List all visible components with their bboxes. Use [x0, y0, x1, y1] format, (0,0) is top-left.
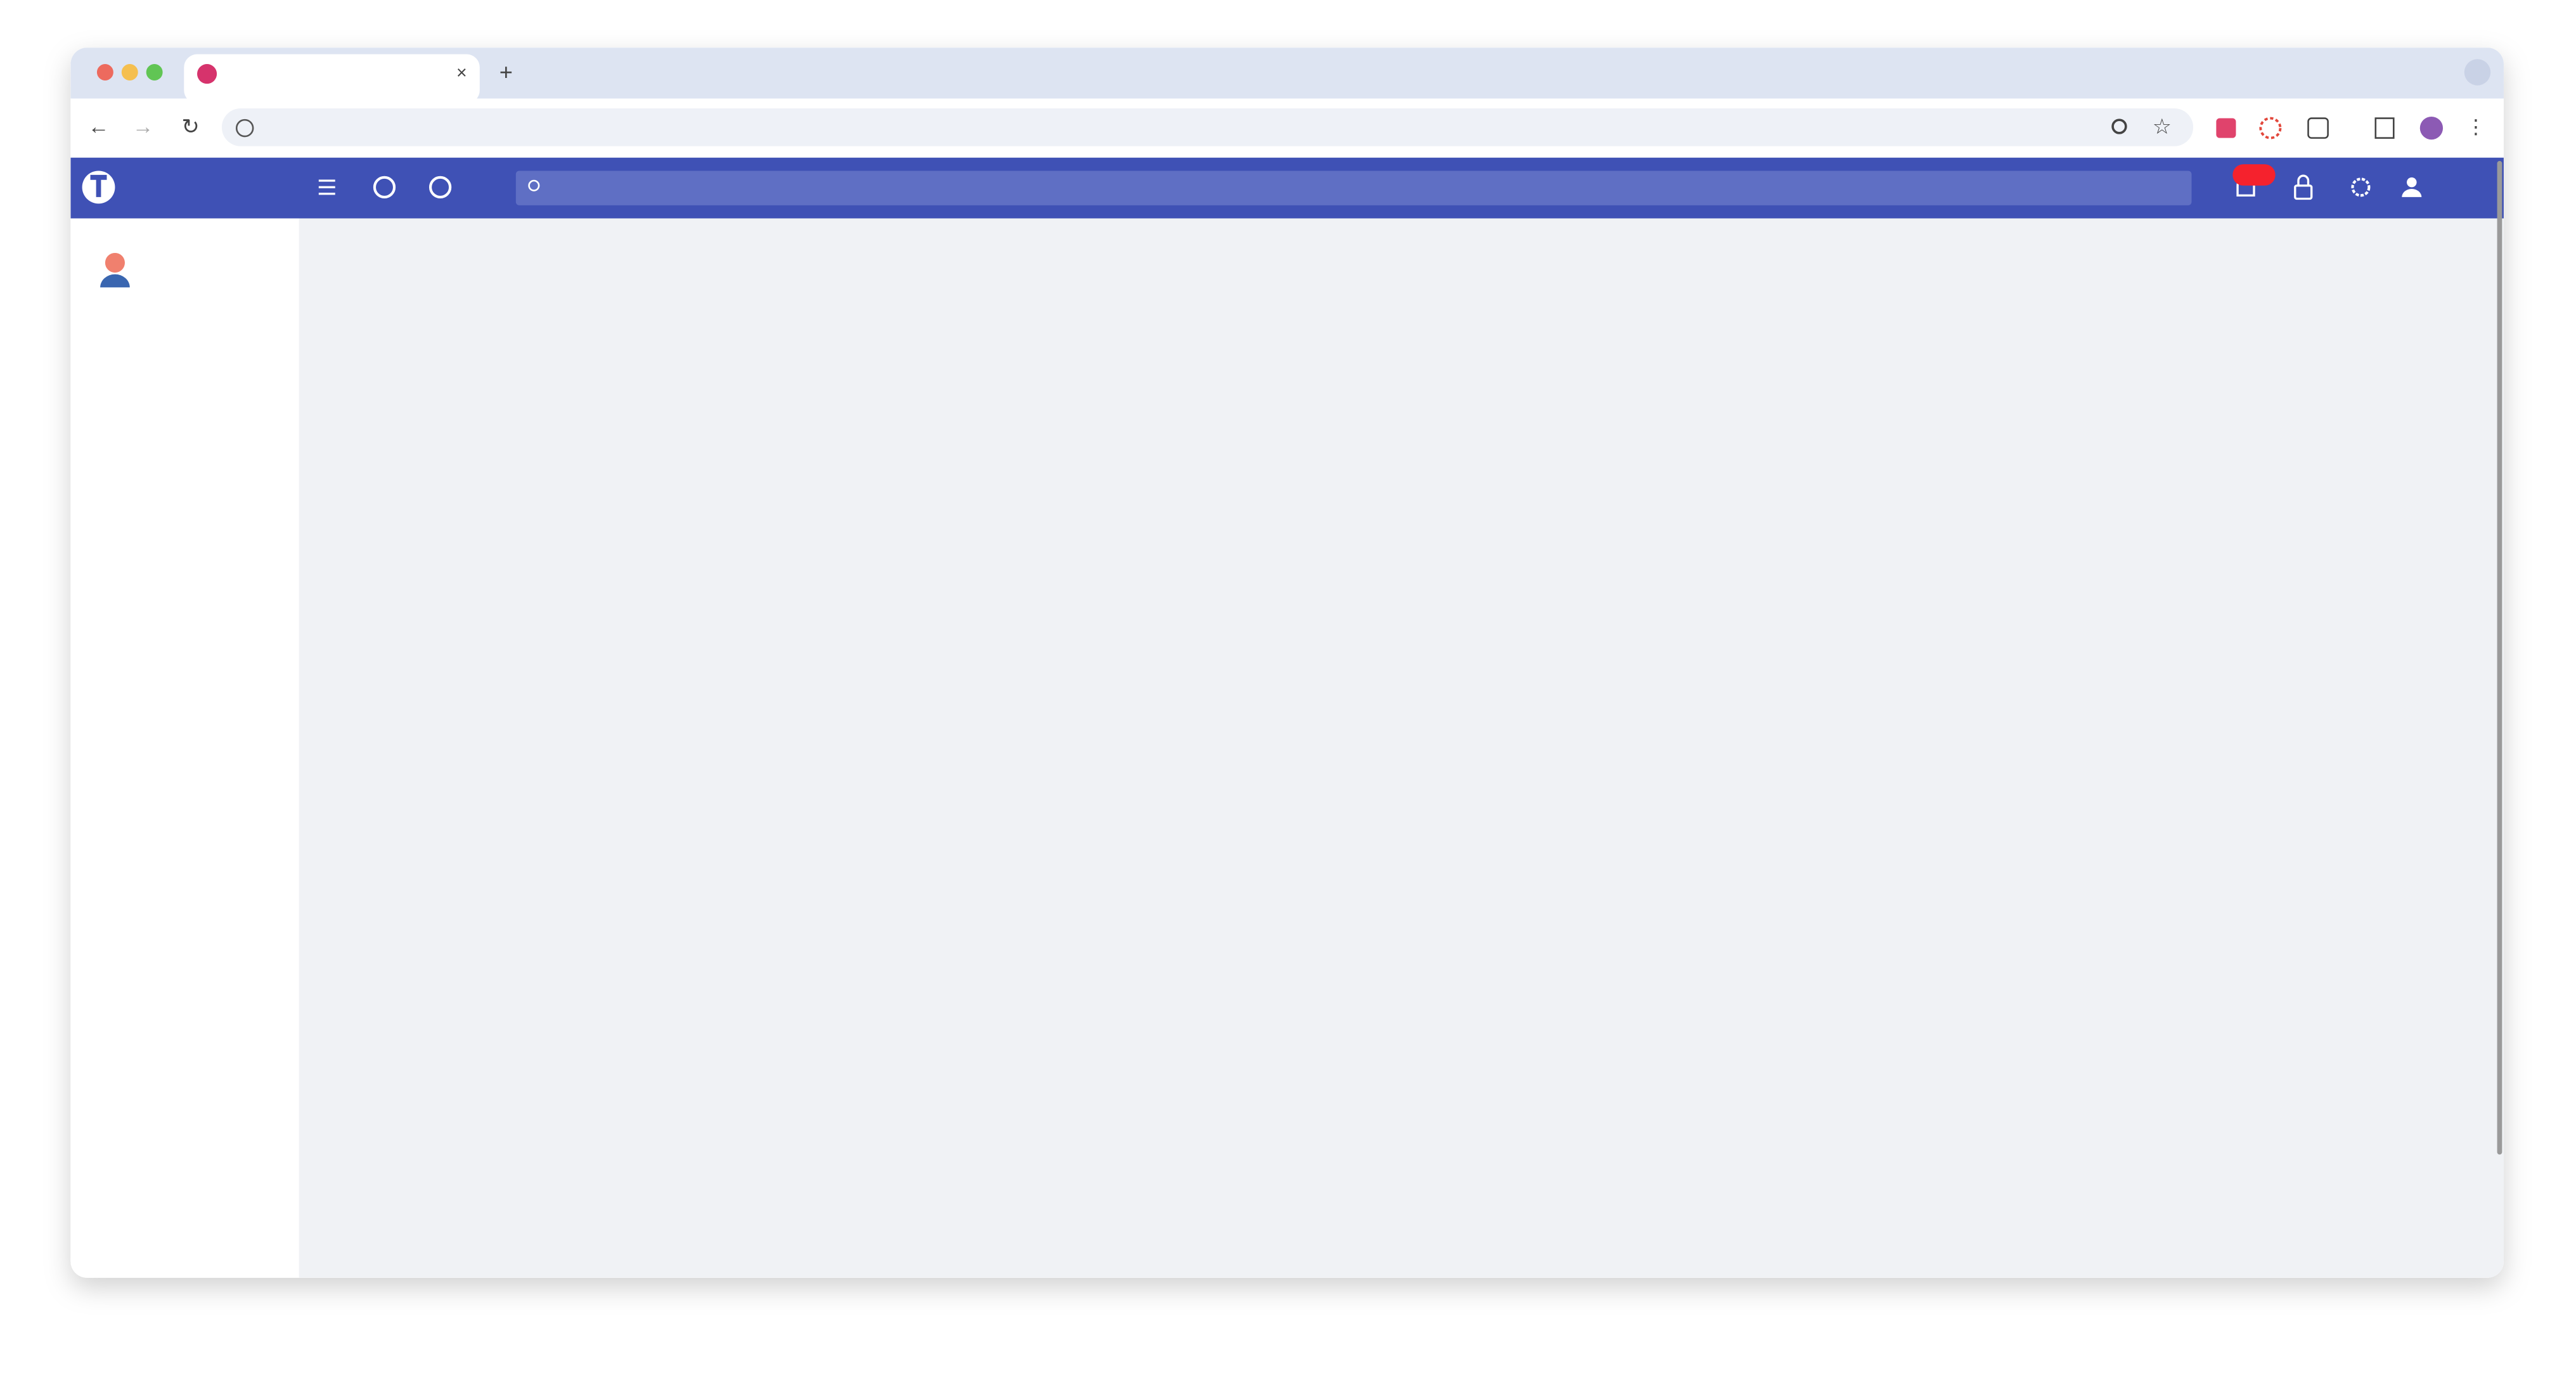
scrollbar[interactable]	[2497, 160, 2502, 1155]
menu-toggle[interactable]	[318, 179, 335, 195]
user-avatar-body	[100, 274, 130, 288]
search-box[interactable]	[515, 171, 2192, 205]
reload-button[interactable]: ↻	[182, 115, 200, 139]
minimize-button[interactable]	[121, 64, 138, 81]
browser-menu[interactable]: ⋮	[2466, 115, 2485, 138]
user-icon-body	[2402, 188, 2422, 197]
zoom-icon[interactable]	[2111, 119, 2127, 134]
tab-close[interactable]: ×	[456, 63, 467, 83]
profile-avatar[interactable]	[2419, 116, 2444, 140]
forward-button[interactable]: →	[132, 115, 154, 139]
extension-icon[interactable]	[2259, 117, 2282, 139]
extension-icon[interactable]	[2216, 118, 2236, 138]
lock-shackle	[2297, 174, 2310, 186]
window-content: × + ← → ↻ ☆ ⋮	[70, 48, 2504, 1278]
user-avatar	[105, 253, 125, 273]
settings-button[interactable]	[2351, 177, 2371, 197]
side-panel[interactable]	[2374, 117, 2395, 139]
tab-icon	[197, 64, 217, 84]
user-icon[interactable]	[2407, 177, 2417, 188]
new-tab[interactable]: +	[499, 59, 513, 85]
tab-search[interactable]	[2464, 59, 2491, 86]
bookmark-star[interactable]: ☆	[2153, 115, 2172, 139]
logo-glyph	[90, 174, 107, 197]
main-area	[299, 218, 2504, 1278]
extensions-menu[interactable]	[2307, 117, 2329, 139]
back-button[interactable]: ←	[88, 115, 110, 139]
address-bar[interactable]	[221, 108, 2194, 146]
notification-badge	[2232, 164, 2276, 186]
active-tab[interactable]	[184, 54, 480, 104]
close-button[interactable]	[96, 64, 113, 81]
site-info[interactable]	[235, 119, 254, 138]
lock-button[interactable]	[2294, 184, 2313, 200]
search-icon	[528, 179, 540, 191]
gitee-link[interactable]	[428, 176, 452, 198]
zoom-button[interactable]	[146, 64, 163, 81]
github-link[interactable]	[373, 176, 396, 198]
sidebar	[70, 218, 299, 1278]
